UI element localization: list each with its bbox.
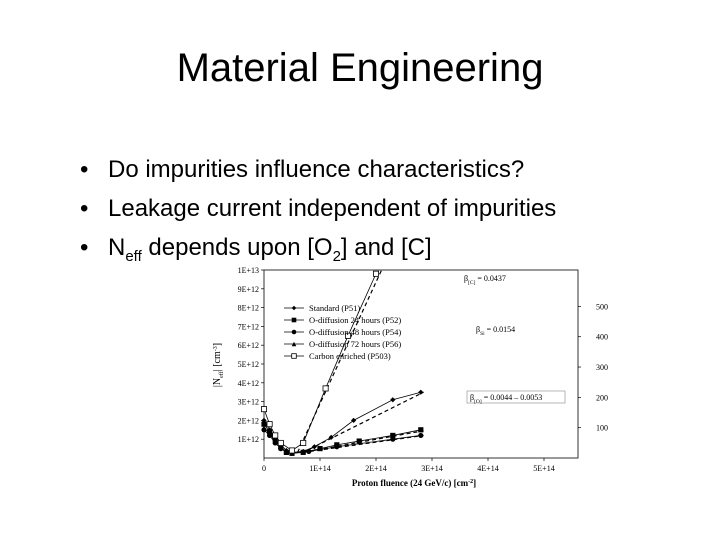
circle-marker [306,448,312,455]
y-tick-label: 7E+12 [238,322,259,331]
square-marker [317,446,323,452]
x-axis-label: Proton fluence (24 GeV/c) [cm-2] [352,478,476,488]
legend-label: Standard (P51) [309,303,360,313]
legend-label: Carbon enriched (P503) [309,351,391,361]
triangle-marker [283,449,289,455]
bullet-item: • Neff depends upon [O2] and [C] [78,228,556,267]
square-marker [418,427,424,433]
beta-annotation: β[C] = 0.0437 [464,274,506,286]
open-square-marker [322,385,329,392]
y2-tick-label: 500 [596,302,608,311]
diamond-marker [291,305,297,311]
x-tick-label: 0 [262,464,266,473]
bullet-text-part: ] and [C] [340,234,432,261]
series-group [261,425,289,455]
y-tick-label: 4E+12 [238,379,259,388]
triangle-marker [291,341,297,347]
beta-annotation: βSi = 0.0154 [476,325,515,337]
slide-title: Material Engineering [176,46,544,90]
open-square-marker [372,270,379,277]
legend-label: O-diffusion 24 hours (P52) [309,315,401,325]
fit-line [303,430,424,453]
chart-svg: 1E+12 2E+12 3E+12 4E+12 5E+12 6E+12 7E+12 8E+12… [200,262,612,494]
open-square-marker [344,332,351,339]
y2-tick-label: 300 [596,363,608,372]
fit-line [303,434,424,453]
circle-marker [334,444,340,450]
y-tick-label: 1E+12 [238,435,259,444]
data-series [261,270,424,456]
bullet-item: • Do impurities influence characteristic… [78,150,556,189]
chart-annotations: β[C] = 0.0437 βSi = 0.0154 β[O] = 0.0044 –… [464,274,566,405]
open-square-marker [277,439,284,446]
y2-tick-label: 200 [596,393,608,402]
circle-marker [390,436,396,442]
square-marker [390,432,396,439]
legend-label: O-diffusion 48 hours (P54) [309,327,401,337]
fit-line [297,269,383,453]
y2-tick-label: 100 [596,424,608,433]
bullet-dot-icon: • [80,195,89,222]
circle-marker [418,432,424,439]
diamond-marker [261,417,267,423]
y-tick-label: 9E+12 [238,285,259,294]
fluence-chart: 1E+12 2E+12 3E+12 4E+12 5E+12 6E+12 7E+12 8E+12… [200,262,612,494]
fit-lines [297,269,424,453]
chart-axes: 1E+12 2E+12 3E+12 4E+12 5E+12 6E+12 7E+12 8E+12… [238,266,608,473]
open-square-marker [261,406,268,413]
open-square-marker [272,432,279,439]
open-square-marker [289,447,296,454]
x-tick-label: 1E+14 [309,464,330,473]
axis-labels: Proton fluence (24 GeV/c) [cm-2] |Neff| [… [212,343,476,488]
y-axis-label-left: |Neff| [cm-3] [212,343,225,387]
y-tick-label: 5E+12 [238,360,259,369]
subscript: 2 [332,247,341,265]
y-tick-label: 2E+12 [238,416,259,425]
y2-tick-label: 400 [596,333,608,342]
x-tick-label: 3E+14 [421,464,442,473]
y-tick-label: 1E+13 [238,266,259,275]
annotation-box [466,390,566,404]
diamond-marker [418,389,424,395]
circle-marker [291,329,297,335]
bullet-list: • Do impurities influence characteristic… [78,150,556,267]
fit-line [302,391,424,453]
y-tick-label: 6E+12 [238,341,259,350]
open-square-marker [266,421,273,428]
bullet-text-part: depends upon [O [141,234,333,261]
x-tick-label: 4E+14 [477,464,498,473]
chart-legend: Standard (P51) O-diffusion 24 hours (P52)… [284,303,401,361]
x-tick-label: 2E+14 [365,464,386,473]
triangle-marker [278,445,284,451]
beta-annotation: β[O] = 0.0044 – 0.0053 [470,393,542,405]
open-square-marker [300,439,307,446]
series-group [261,270,379,454]
y-tick-label: 3E+12 [238,398,259,407]
triangle-marker [267,430,273,437]
y-tick-label: 8E+12 [238,304,259,313]
chart-background [200,262,612,494]
square-marker [356,438,362,444]
subscript: eff [125,247,142,265]
square-marker [291,317,297,323]
open-square-marker [291,353,297,359]
triangle-marker [272,438,278,444]
bullet-text: Neff depends upon [O2] and [C] [108,234,432,264]
diamond-marker [328,434,334,440]
square-marker [261,421,267,427]
bullet-dot-icon: • [80,234,89,261]
legend-label: O-diffusion 72 hours (P56) [309,339,401,349]
bullet-text: Do impurities influence characteristics? [108,156,525,183]
triangle-marker [261,425,267,431]
bullet-text-part: N [108,234,126,261]
x-tick-label: 5E+14 [533,464,554,473]
bullet-dot-icon: • [80,156,89,183]
bullet-item: • Leakage current independent of impurit… [78,189,556,228]
bullet-text: Leakage current independent of impuritie… [108,195,557,222]
